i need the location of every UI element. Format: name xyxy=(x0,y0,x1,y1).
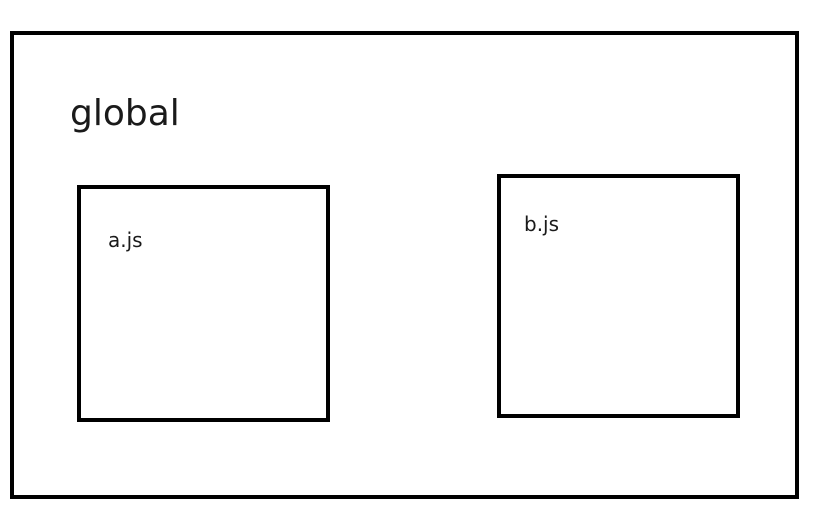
global-scope-box xyxy=(10,31,799,499)
module-a-label: a.js xyxy=(108,228,143,252)
module-b-label: b.js xyxy=(524,212,560,236)
global-scope-label: global xyxy=(70,93,180,134)
module-b-box xyxy=(497,174,740,418)
module-a-box xyxy=(77,185,330,422)
